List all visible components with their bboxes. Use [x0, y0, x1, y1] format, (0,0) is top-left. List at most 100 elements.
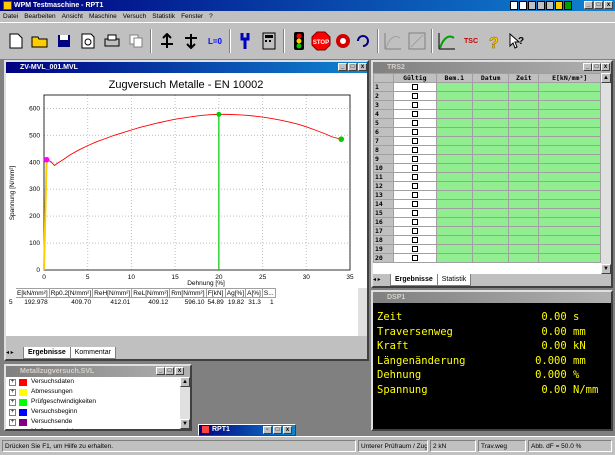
results-scrollbar[interactable]	[358, 288, 367, 336]
tsc-button[interactable]: TSC	[464, 37, 478, 45]
trs-cell[interactable]	[435, 181, 474, 191]
table-row[interactable]: 5 192.978 409.70 412.01 409.12 596.10 54…	[7, 297, 276, 307]
valid-checkbox[interactable]	[393, 118, 437, 128]
menu-help[interactable]: ?	[209, 13, 213, 20]
trs-cell[interactable]	[538, 154, 601, 164]
tab-kommentar[interactable]: Kommentar	[69, 347, 116, 359]
trs-cell[interactable]	[538, 217, 601, 227]
rpt-minimized-window[interactable]: RPT1 ▫ □ x	[198, 424, 296, 436]
checkbox-icon[interactable]	[411, 93, 418, 99]
checkbox-icon[interactable]	[411, 165, 418, 171]
table-row[interactable]: 20	[373, 253, 601, 263]
table-icon[interactable]	[537, 1, 545, 10]
close-icon[interactable]: x	[175, 367, 184, 375]
copy-icon[interactable]	[125, 29, 147, 53]
list-item[interactable]: + Meßwertspeicherung	[6, 427, 180, 429]
trs-cell[interactable]	[471, 136, 510, 146]
trs-cell[interactable]	[471, 172, 510, 182]
dsp-window-title-bar[interactable]: DSP1	[373, 292, 611, 303]
table-row[interactable]: 7	[373, 136, 601, 146]
menu-maschine[interactable]: Maschine	[88, 13, 117, 20]
trs-cell[interactable]	[538, 244, 601, 254]
list-item[interactable]: + Abmessungen	[6, 387, 180, 397]
valid-checkbox[interactable]	[393, 235, 437, 245]
trs-cell[interactable]	[471, 154, 510, 164]
scroll-up-icon[interactable]: ▲	[180, 377, 190, 387]
trs-cell[interactable]	[538, 253, 601, 263]
trs-cell[interactable]	[508, 172, 540, 182]
tab-scroll-arrows[interactable]: ◂ ▸	[6, 350, 14, 356]
trs-cell[interactable]	[471, 208, 510, 218]
valid-checkbox[interactable]	[393, 199, 437, 209]
trs-cell[interactable]	[538, 235, 601, 245]
trs-cell[interactable]	[538, 82, 601, 92]
help-icon[interactable]: ?	[483, 29, 505, 53]
maximize-icon[interactable]: □	[348, 63, 357, 71]
trs-cell[interactable]	[435, 118, 474, 128]
minimize-icon[interactable]: _	[584, 1, 593, 9]
open-folder-icon[interactable]	[29, 29, 51, 53]
valid-checkbox[interactable]	[393, 181, 437, 191]
minimize-icon[interactable]: _	[156, 367, 165, 375]
close-icon[interactable]: x	[601, 63, 610, 71]
trs-cell[interactable]	[471, 181, 510, 191]
valid-checkbox[interactable]	[393, 226, 437, 236]
display-icon[interactable]	[546, 1, 554, 10]
stop-button[interactable]: STOP	[310, 29, 332, 53]
trs-cell[interactable]	[538, 91, 601, 101]
trs-cell[interactable]	[471, 91, 510, 101]
trs-cell[interactable]	[471, 127, 510, 137]
tile-icon[interactable]	[510, 1, 518, 10]
checkbox-icon[interactable]	[411, 111, 418, 117]
expand-icon[interactable]: +	[9, 418, 16, 426]
valid-checkbox[interactable]	[393, 244, 437, 254]
trs-cell[interactable]	[471, 235, 510, 245]
trs-cell[interactable]	[435, 217, 474, 227]
checkbox-icon[interactable]	[411, 129, 418, 135]
trs-cell[interactable]	[435, 154, 474, 164]
zoom-curve-icon[interactable]	[406, 29, 428, 53]
undo-icon[interactable]	[352, 29, 374, 53]
checkbox-icon[interactable]	[411, 255, 418, 261]
checkbox-icon[interactable]	[411, 156, 418, 162]
trs-cell[interactable]	[508, 226, 540, 236]
traffic-light-icon[interactable]	[288, 29, 310, 53]
maximize-icon[interactable]: □	[594, 1, 603, 9]
trs-cell[interactable]	[538, 163, 601, 173]
table-row[interactable]: 8	[373, 145, 601, 155]
trs-cell[interactable]	[508, 145, 540, 155]
curve-icon[interactable]	[382, 29, 404, 53]
record-icon[interactable]	[332, 29, 354, 53]
trs-cell[interactable]	[435, 100, 474, 110]
expand-icon[interactable]: +	[9, 408, 16, 416]
checkbox-icon[interactable]	[411, 246, 418, 252]
restore-icon[interactable]: ▫	[263, 426, 272, 434]
trs-cell[interactable]	[471, 217, 510, 227]
table-row[interactable]: 9	[373, 154, 601, 164]
table-row[interactable]: 12	[373, 181, 601, 191]
checkbox-icon[interactable]	[411, 147, 418, 153]
context-help-icon[interactable]: ?	[506, 29, 528, 53]
list-item[interactable]: + Versuchsende	[6, 417, 180, 427]
crosshead-up-icon[interactable]	[156, 29, 178, 53]
trs-window-title-bar[interactable]: TRS2 _ □ x	[373, 62, 611, 73]
trs-cell[interactable]	[435, 226, 474, 236]
trs-cell[interactable]	[538, 226, 601, 236]
trs-cell[interactable]	[538, 172, 601, 182]
trs-cell[interactable]	[538, 100, 601, 110]
checkbox-icon[interactable]	[411, 183, 418, 189]
maximize-icon[interactable]: □	[592, 63, 601, 71]
trs-cell[interactable]	[508, 190, 540, 200]
trs-cell[interactable]	[508, 127, 540, 137]
tree-vertical-scrollbar[interactable]: ▲ ▼	[180, 377, 190, 429]
menu-ansicht[interactable]: Ansicht	[61, 13, 83, 20]
trs-cell[interactable]	[508, 199, 540, 209]
chart-icon[interactable]	[528, 1, 536, 10]
checkbox-icon[interactable]	[411, 120, 418, 126]
list-item[interactable]: + Prüfgeschwindigkeiten	[6, 397, 180, 407]
menu-versuch[interactable]: Versuch	[122, 13, 147, 20]
menu-fenster[interactable]: Fenster	[181, 13, 204, 20]
checkbox-icon[interactable]	[411, 210, 418, 216]
trs-cell[interactable]	[508, 253, 540, 263]
trs-cell[interactable]	[471, 226, 510, 236]
